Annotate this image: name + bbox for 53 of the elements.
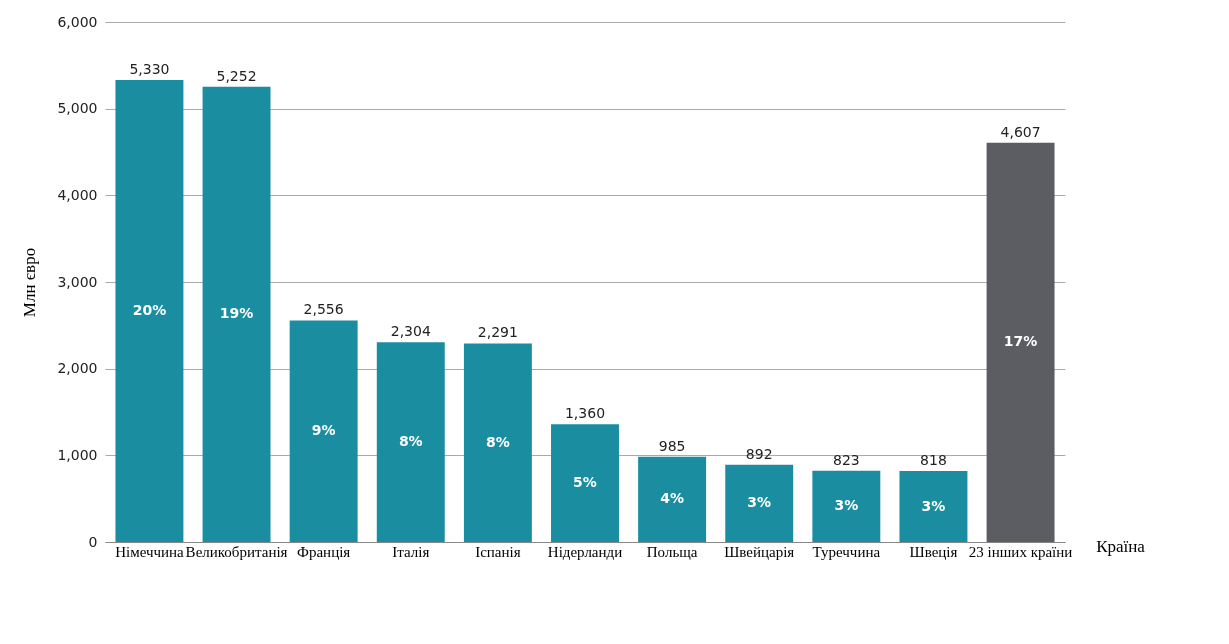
x-tick-label: Іспанія xyxy=(475,543,521,560)
bar xyxy=(638,456,707,542)
x-tick-label: Великобританія xyxy=(185,543,288,560)
bar xyxy=(289,320,358,542)
data-label: 5,252 xyxy=(216,67,257,84)
y-axis-title: Млн євро xyxy=(20,247,40,318)
x-tick-label: Туреччина xyxy=(812,543,881,560)
bar xyxy=(463,343,532,542)
data-label: 892 xyxy=(745,445,773,462)
annotation: 20% xyxy=(132,302,167,319)
data-label: 985 xyxy=(658,437,686,454)
x-tick-label: Італія xyxy=(392,543,430,560)
data-label: 1,360 xyxy=(564,405,606,422)
y-tick-label: 3,000 xyxy=(57,273,98,290)
annotation: 3% xyxy=(921,497,946,514)
annotation: 8% xyxy=(486,433,510,450)
x-tick-label: Німеччина xyxy=(115,543,185,560)
y-tick-label: 1,000 xyxy=(57,446,98,463)
bar xyxy=(986,142,1055,542)
x-tick-label: Швейцарія xyxy=(724,543,795,560)
annotation: 17% xyxy=(1003,333,1038,350)
y-tick-label: 2,000 xyxy=(57,360,98,377)
y-tick-label: 5,000 xyxy=(57,100,98,117)
annotation: 9% xyxy=(311,422,336,439)
x-tick-label: Швеція xyxy=(909,543,958,560)
data-label: 4,607 xyxy=(1000,123,1041,140)
data-label: 2,291 xyxy=(477,324,518,341)
annotation: 5% xyxy=(573,474,597,491)
data-label: 818 xyxy=(920,452,947,469)
x-axis-title: Країна xyxy=(1096,536,1146,556)
bar xyxy=(812,470,881,542)
annotation: 8% xyxy=(398,433,423,450)
data-label: 823 xyxy=(832,451,860,468)
bar xyxy=(202,86,271,542)
bar xyxy=(115,80,184,542)
annotation: 19% xyxy=(219,305,254,322)
data-label: 2,304 xyxy=(390,323,431,340)
y-tick-label: 6,000 xyxy=(57,13,98,30)
x-tick-label: 23 інших країни xyxy=(968,543,1073,560)
annotation: 3% xyxy=(834,497,859,514)
x-tick-label: Франція xyxy=(297,543,351,560)
y-tick-label: 0 xyxy=(88,533,98,550)
annotation: 4% xyxy=(660,490,684,507)
annotation: 3% xyxy=(747,494,772,511)
bar xyxy=(725,464,794,542)
bar xyxy=(551,424,619,542)
bar xyxy=(376,342,445,542)
y-tick-label: 4,000 xyxy=(57,186,98,203)
data-label: 2,556 xyxy=(303,301,344,318)
x-tick-label: Польща xyxy=(646,543,698,560)
x-tick-label: Нідерланди xyxy=(547,543,623,560)
bar xyxy=(899,471,968,542)
data-label: 5,330 xyxy=(129,61,170,78)
